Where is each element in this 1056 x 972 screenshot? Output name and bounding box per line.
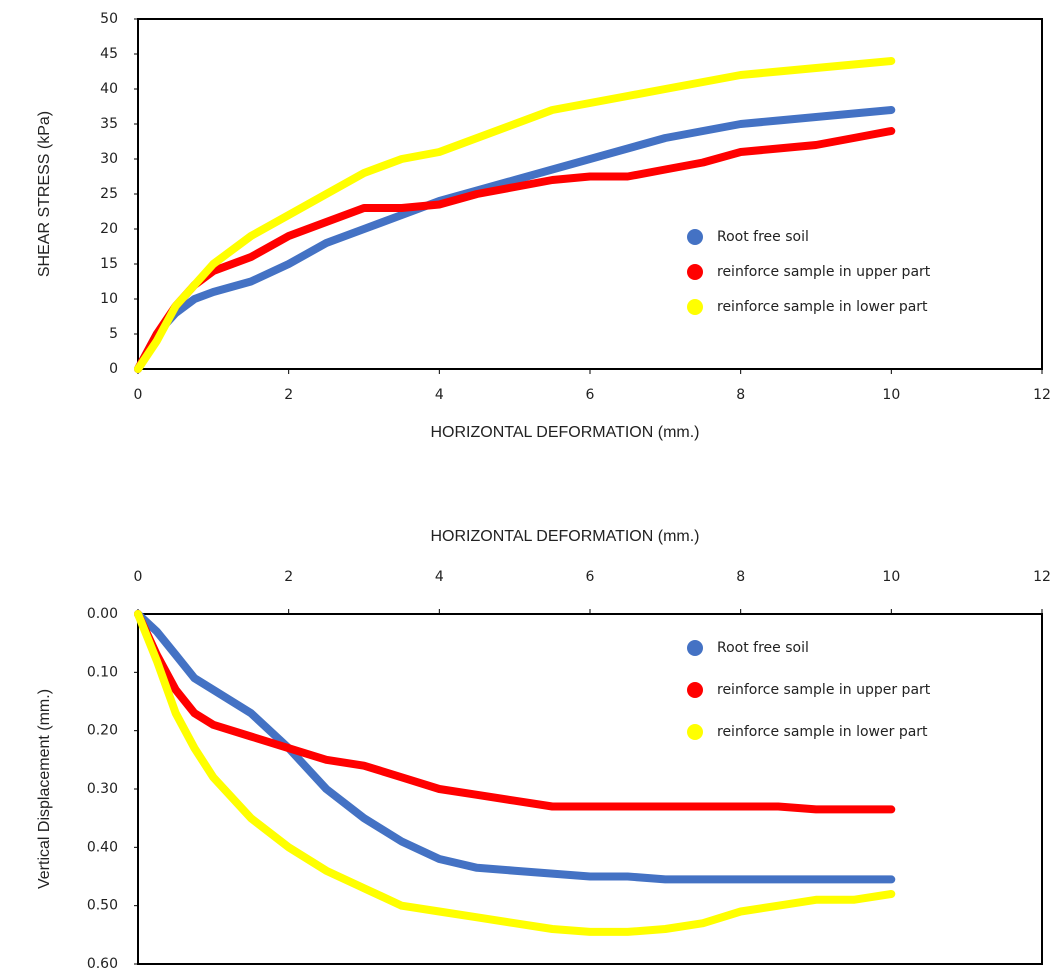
x-tick-label: 12 [1033,569,1051,585]
y-tick-label: 0.10 [87,664,118,680]
x-tick-label: 10 [882,569,900,585]
x-tick-label: 12 [1033,387,1051,403]
legend-label: reinforce sample in upper part [717,682,931,698]
y-tick-label: 15 [100,256,118,272]
y-tick-label: 25 [100,186,118,202]
y-tick-label: 0 [109,361,118,377]
y-tick-label: 5 [109,326,118,342]
y-tick-label: 0.30 [87,781,118,797]
y-tick-label: 0.40 [87,839,118,855]
legend-marker [687,724,703,740]
x-tick-label: 6 [586,569,595,585]
y-axis-title: Vertical Displacement (mm.) [36,689,53,889]
y-tick-label: 0.50 [87,898,118,914]
y-tick-label: 35 [100,116,118,132]
y-axis-title: SHEAR STRESS (kPa) [36,111,53,277]
y-tick-label: 0.60 [87,956,118,972]
x-tick-label: 0 [134,387,143,403]
y-tick-label: 30 [100,151,118,167]
y-tick-label: 40 [100,81,118,97]
y-tick-label: 50 [100,11,118,27]
legend-marker [687,264,703,280]
series-line [134,610,896,814]
legend-label: reinforce sample in upper part [717,264,931,280]
x-tick-label: 8 [736,569,745,585]
legend-marker [687,640,703,656]
x-tick-label: 4 [435,569,444,585]
series-line [134,610,896,936]
legend-label: Root free soil [717,640,809,656]
legend-label: Root free soil [717,229,809,245]
legend-marker [687,229,703,245]
plot-frame [137,18,1043,370]
x-tick-label: 8 [736,387,745,403]
series-line [134,127,896,373]
series-line [134,57,896,373]
y-tick-label: 45 [100,46,118,62]
x-tick-label: 2 [284,569,293,585]
y-tick-label: 0.20 [87,723,118,739]
x-axis-title: HORIZONTAL DEFORMATION (mm.) [430,424,699,441]
y-tick-label: 10 [100,291,118,307]
legend-marker [687,299,703,315]
y-tick-label: 0.00 [87,606,118,622]
legend-label: reinforce sample in lower part [717,299,928,315]
series-line [134,610,896,884]
x-axis-title: HORIZONTAL DEFORMATION (mm.) [430,528,699,545]
x-tick-label: 2 [284,387,293,403]
x-tick-label: 10 [882,387,900,403]
x-tick-label: 4 [435,387,444,403]
x-tick-label: 0 [134,569,143,585]
y-tick-label: 20 [100,221,118,237]
legend-marker [687,682,703,698]
plot-frame [137,613,1043,965]
x-tick-label: 6 [586,387,595,403]
legend-label: reinforce sample in lower part [717,724,928,740]
